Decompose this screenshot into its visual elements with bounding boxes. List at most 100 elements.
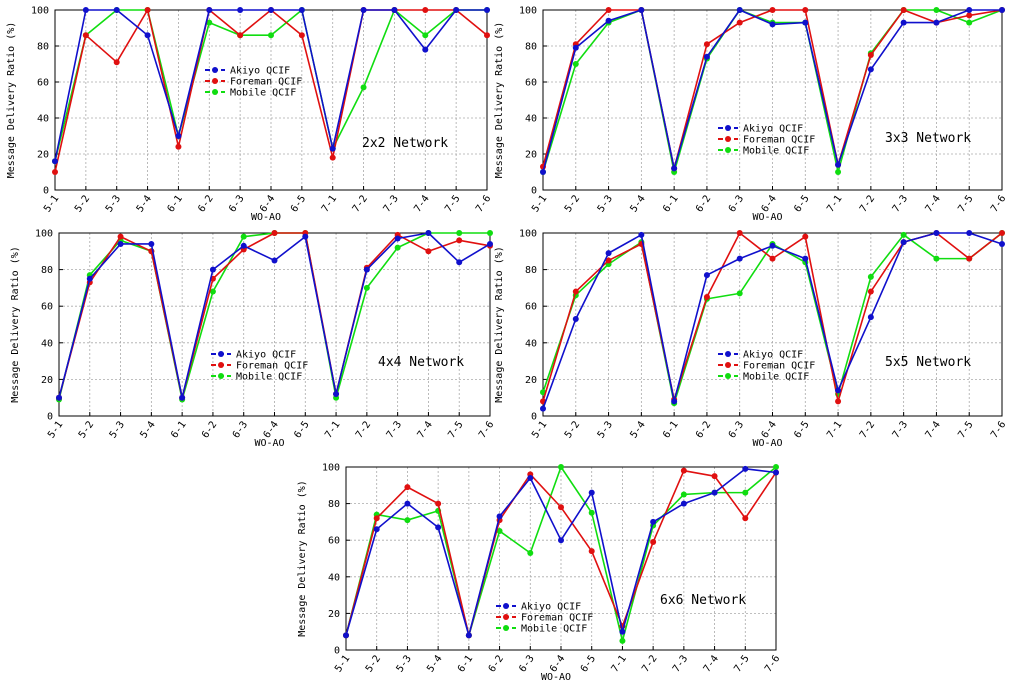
legend-label: Foreman QCIF [521,613,593,624]
data-point-foreman-qcif [237,32,244,39]
x-tick-label: 5-3 [108,419,127,440]
data-point-foreman-qcif [703,294,710,301]
x-tick-label: 7-6 [477,419,496,440]
data-point-akiyo-qcif [558,537,564,544]
data-point-mobile-qcif [867,273,874,280]
x-tick-label: 6-3 [727,419,746,440]
data-point-akiyo-qcif [802,19,809,26]
data-point-akiyo-qcif [148,240,155,247]
x-tick-label: 6-1 [661,193,680,214]
y-tick-label: 80 [41,265,53,276]
x-axis-label: WO-AO [752,438,782,449]
data-point-akiyo-qcif [465,632,472,639]
y-tick-label: 20 [525,150,537,161]
legend-label: Akiyo QCIF [521,602,581,613]
x-tick-label: 7-3 [671,653,690,674]
data-point-mobile-qcif [773,464,779,470]
legend-marker [218,362,224,368]
data-point-foreman-qcif [329,154,336,161]
data-point-mobile-qcif [360,84,367,91]
data-point-foreman-qcif [425,248,432,255]
x-tick-label: 7-1 [610,653,629,674]
data-point-foreman-qcif [711,473,718,480]
data-point-mobile-qcif [363,284,370,291]
x-tick-label: 7-4 [924,419,943,440]
x-tick-label: 5-1 [333,653,352,674]
x-tick-label: 7-4 [412,193,431,214]
data-point-foreman-qcif [769,7,776,13]
data-point-akiyo-qcif [966,7,973,13]
x-tick-label: 7-1 [320,193,339,214]
y-tick-label: 20 [37,150,49,161]
x-tick-label: 7-6 [989,193,1008,214]
data-point-foreman-qcif [271,230,278,236]
data-point-akiyo-qcif [206,7,213,13]
y-axis-label: Message Delivery Ratio (%) [10,246,21,403]
y-axis-label: Message Delivery Ratio (%) [494,22,505,179]
data-point-foreman-qcif [703,41,710,48]
data-point-akiyo-qcif [425,230,432,236]
x-tick-label: 5-3 [596,193,615,214]
y-tick-label: 40 [41,338,53,349]
data-point-foreman-qcif [742,515,749,522]
data-point-akiyo-qcif [638,231,645,238]
x-tick-label: 5-2 [563,193,582,214]
data-point-foreman-qcif [867,52,874,58]
data-point-akiyo-qcif [769,242,776,249]
y-tick-label: 80 [37,42,49,53]
data-point-mobile-qcif [422,32,429,39]
data-point-foreman-qcif [373,515,380,522]
x-tick-label: 5-3 [104,193,123,214]
data-point-akiyo-qcif [933,19,940,26]
data-point-akiyo-qcif [802,255,809,262]
legend-marker [725,125,731,131]
data-point-akiyo-qcif [773,469,779,476]
data-point-mobile-qcif [680,491,687,498]
data-point-akiyo-qcif [999,240,1005,247]
data-point-akiyo-qcif [835,387,842,394]
data-point-mobile-qcif [835,169,842,175]
data-point-akiyo-qcif [175,133,182,139]
data-point-mobile-qcif [933,7,940,13]
legend-label: Mobile QCIF [743,146,809,157]
data-point-foreman-qcif [52,169,58,175]
legend-label: Akiyo QCIF [230,66,290,77]
data-point-foreman-qcif [435,500,442,507]
network-annotation: 2x2 Network [362,136,448,151]
data-point-akiyo-qcif [900,239,907,246]
x-tick-label: 7-3 [385,419,404,440]
data-point-akiyo-qcif [540,405,546,412]
data-point-mobile-qcif [742,489,749,496]
x-tick-label: 5-4 [135,193,154,214]
data-point-mobile-qcif [456,230,463,236]
x-tick-label: 7-2 [351,193,370,214]
y-axis-label: Message Delivery Ratio (%) [297,480,308,637]
legend-label: Mobile QCIF [236,372,302,383]
data-point-mobile-qcif [736,290,743,297]
data-point-foreman-qcif [802,233,809,240]
legend-label: Mobile QCIF [521,624,587,635]
y-tick-label: 0 [47,412,53,423]
network-annotation: 3x3 Network [885,131,971,146]
x-tick-label: 6-1 [166,193,185,214]
data-point-akiyo-qcif [999,7,1005,13]
y-tick-label: 0 [43,186,49,197]
x-tick-label: 5-4 [628,193,647,214]
x-tick-label: 5-2 [364,653,383,674]
data-point-foreman-qcif [456,237,463,244]
x-tick-label: 7-5 [956,419,975,440]
y-tick-label: 60 [525,78,537,89]
y-tick-label: 20 [41,375,53,386]
x-tick-label: 6-5 [792,419,811,440]
x-tick-label: 7-3 [891,193,910,214]
legend-marker [725,147,731,153]
data-point-foreman-qcif [966,12,973,19]
legend-label: Mobile QCIF [230,88,296,99]
data-point-akiyo-qcif [703,53,710,60]
data-point-akiyo-qcif [572,44,579,51]
data-point-akiyo-qcif [435,524,442,531]
x-tick-label: 6-2 [694,193,713,214]
data-point-mobile-qcif [572,61,579,67]
